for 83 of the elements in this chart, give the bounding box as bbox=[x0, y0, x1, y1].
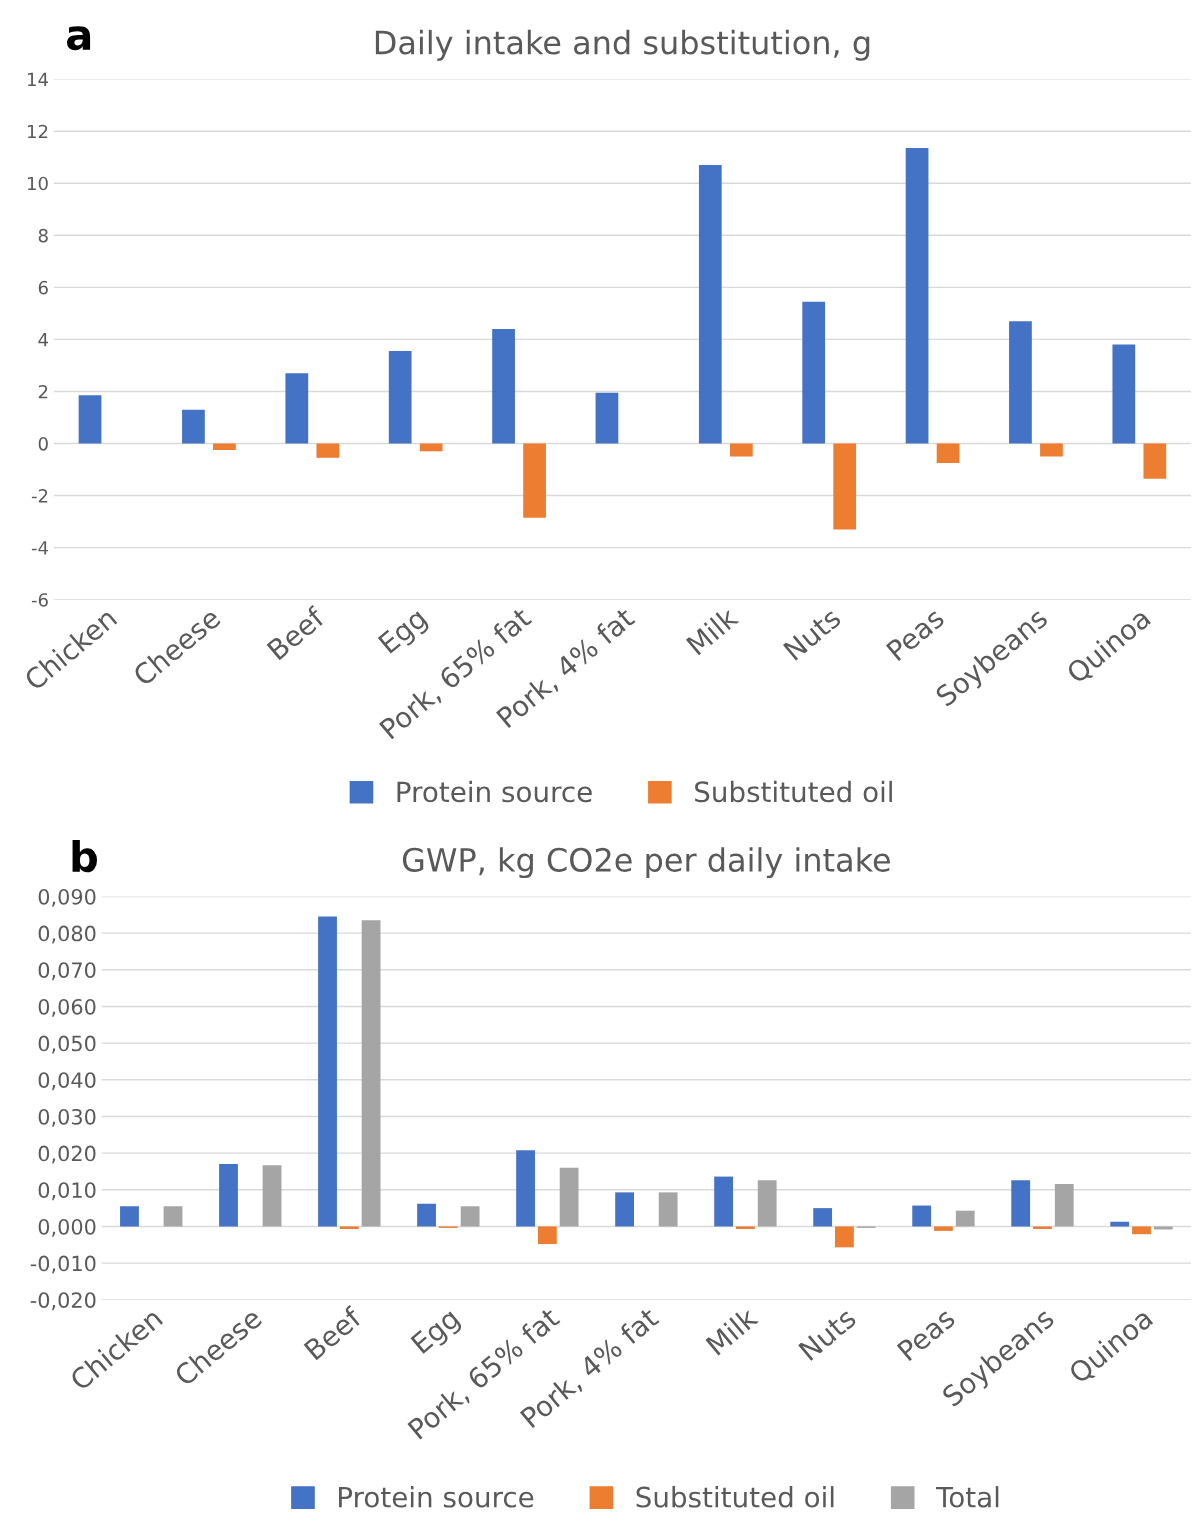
y-tick-label: 0,050 bbox=[38, 1035, 96, 1054]
bar bbox=[1040, 443, 1063, 457]
bar bbox=[934, 1226, 953, 1231]
y-tick-label: 0,090 bbox=[38, 888, 96, 907]
bar bbox=[318, 916, 337, 1227]
bar bbox=[813, 1208, 833, 1227]
bar bbox=[182, 409, 205, 444]
bar bbox=[802, 301, 826, 444]
y-tick-label: -4 bbox=[31, 541, 48, 555]
y-tick-label: 0,030 bbox=[38, 1108, 96, 1127]
y-tick-label: 10 bbox=[28, 176, 48, 191]
bar bbox=[729, 443, 753, 457]
y-tick-label: 8 bbox=[38, 228, 48, 243]
bar bbox=[316, 443, 340, 458]
bar bbox=[537, 1226, 557, 1245]
y-tick-label: 0,060 bbox=[38, 998, 96, 1017]
bar bbox=[120, 1206, 139, 1227]
x-tick-label: Egg bbox=[410, 1307, 464, 1359]
legend-label: Substituted oil bbox=[636, 1486, 834, 1508]
bar bbox=[698, 165, 722, 444]
bar bbox=[658, 1192, 678, 1227]
y-tick-label: 0,080 bbox=[38, 925, 96, 944]
y-tick-label: 2 bbox=[38, 384, 48, 399]
bar bbox=[1011, 1180, 1031, 1227]
x-tick-label: Milk bbox=[704, 1305, 759, 1356]
y-tick-label: 0 bbox=[38, 436, 48, 451]
bar bbox=[1132, 1226, 1151, 1235]
bar bbox=[419, 443, 443, 452]
bar bbox=[523, 443, 546, 518]
bar bbox=[955, 1210, 975, 1227]
bar bbox=[417, 1203, 436, 1227]
y-tick-label: 14 bbox=[28, 72, 48, 86]
y-tick-label: -2 bbox=[31, 489, 48, 503]
bar bbox=[912, 1205, 932, 1227]
chart-title: Daily intake and substitution, g bbox=[375, 29, 870, 61]
chart-title: GWP, kg CO2e per daily intake bbox=[402, 847, 890, 879]
bar bbox=[262, 1165, 282, 1227]
bar bbox=[516, 1150, 535, 1227]
y-tick-label: 4 bbox=[38, 333, 48, 347]
legend-label: Protein source bbox=[397, 780, 592, 803]
bar bbox=[460, 1206, 480, 1227]
bar bbox=[219, 1164, 238, 1227]
bar bbox=[361, 920, 381, 1227]
bar bbox=[78, 395, 102, 444]
y-tick-label: -6 bbox=[31, 593, 48, 607]
y-tick-label: -0,020 bbox=[30, 1292, 96, 1311]
bar bbox=[559, 1167, 579, 1227]
bar bbox=[1033, 1226, 1052, 1230]
y-tick-label: 12 bbox=[28, 124, 48, 139]
bar bbox=[595, 392, 619, 444]
legend-label: Protein source bbox=[339, 1486, 534, 1508]
bar bbox=[1143, 443, 1167, 479]
text: a bbox=[67, 26, 91, 51]
y-tick-label: 0,070 bbox=[38, 962, 96, 981]
y-tick-label: -0,010 bbox=[30, 1255, 96, 1274]
bar bbox=[213, 443, 236, 451]
bar bbox=[905, 148, 929, 444]
bar bbox=[388, 351, 412, 444]
legend-label: Total bbox=[935, 1486, 999, 1508]
bar bbox=[833, 443, 857, 530]
x-tick-label: Milk bbox=[685, 605, 740, 656]
bar bbox=[736, 1226, 755, 1230]
x-tick-label: Egg bbox=[377, 607, 432, 659]
bar bbox=[615, 1192, 634, 1227]
bar bbox=[714, 1176, 734, 1227]
bar bbox=[492, 329, 515, 444]
bar bbox=[1153, 1226, 1173, 1230]
legend-label: Substituted oil bbox=[695, 780, 892, 803]
text: b bbox=[72, 840, 98, 873]
bar bbox=[285, 373, 309, 444]
bar bbox=[936, 443, 960, 464]
bar bbox=[835, 1226, 854, 1248]
bar bbox=[757, 1180, 777, 1227]
y-tick-label: 0,040 bbox=[38, 1072, 96, 1091]
bar bbox=[1009, 321, 1032, 444]
y-tick-label: 6 bbox=[38, 280, 48, 295]
y-tick-label: 0,010 bbox=[38, 1182, 96, 1201]
y-tick-label: 0,000 bbox=[38, 1218, 96, 1237]
bar bbox=[163, 1206, 183, 1227]
bar bbox=[1112, 344, 1136, 444]
y-tick-label: 0,020 bbox=[38, 1145, 96, 1164]
bar bbox=[339, 1226, 359, 1230]
bar bbox=[1054, 1183, 1074, 1227]
